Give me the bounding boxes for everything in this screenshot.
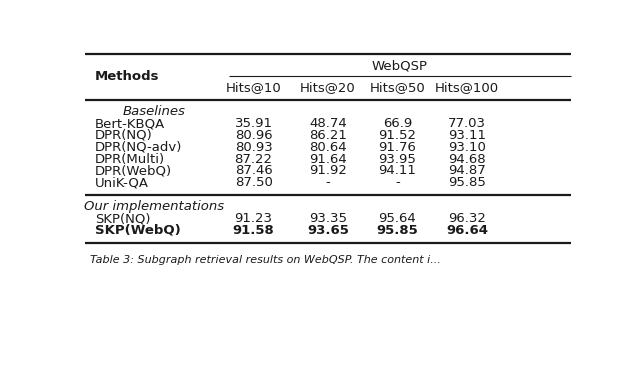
- Text: 80.93: 80.93: [235, 141, 273, 154]
- Text: 80.96: 80.96: [235, 129, 273, 142]
- Text: 48.74: 48.74: [309, 117, 347, 130]
- Text: 94.11: 94.11: [378, 164, 417, 177]
- Text: DPR(NQ): DPR(NQ): [95, 129, 152, 142]
- Text: 91.58: 91.58: [233, 224, 275, 237]
- Text: 93.11: 93.11: [448, 129, 486, 142]
- Text: 86.21: 86.21: [309, 129, 347, 142]
- Text: 77.03: 77.03: [448, 117, 486, 130]
- Text: 93.95: 93.95: [378, 153, 417, 166]
- Text: Hits@50: Hits@50: [369, 81, 426, 95]
- Text: 91.64: 91.64: [309, 153, 347, 166]
- Text: 91.52: 91.52: [378, 129, 417, 142]
- Text: 95.85: 95.85: [376, 224, 419, 237]
- Text: Baselines: Baselines: [123, 105, 186, 118]
- Text: 95.85: 95.85: [448, 176, 486, 189]
- Text: 80.64: 80.64: [309, 141, 347, 154]
- Text: 93.35: 93.35: [309, 212, 347, 225]
- Text: UniK-QA: UniK-QA: [95, 176, 149, 189]
- Text: WebQSP: WebQSP: [372, 60, 428, 73]
- Text: 66.9: 66.9: [383, 117, 412, 130]
- Text: SKP(NQ): SKP(NQ): [95, 212, 150, 225]
- Text: DPR(NQ-adv): DPR(NQ-adv): [95, 141, 182, 154]
- Text: 93.10: 93.10: [448, 141, 486, 154]
- Text: Hits@100: Hits@100: [435, 81, 499, 95]
- Text: 96.32: 96.32: [448, 212, 486, 225]
- Text: 35.91: 35.91: [235, 117, 273, 130]
- Text: Hits@20: Hits@20: [300, 81, 356, 95]
- Text: Our implementations: Our implementations: [84, 200, 225, 213]
- Text: 91.23: 91.23: [235, 212, 273, 225]
- Text: 91.76: 91.76: [378, 141, 417, 154]
- Text: 87.22: 87.22: [235, 153, 273, 166]
- Text: DPR(WebQ): DPR(WebQ): [95, 164, 172, 177]
- Text: 91.92: 91.92: [309, 164, 347, 177]
- Text: Bert-KBQA: Bert-KBQA: [95, 117, 165, 130]
- Text: -: -: [395, 176, 400, 189]
- Text: 87.46: 87.46: [235, 164, 273, 177]
- Text: DPR(Multi): DPR(Multi): [95, 153, 165, 166]
- Text: 96.64: 96.64: [446, 224, 488, 237]
- Text: SKP(WebQ): SKP(WebQ): [95, 224, 180, 237]
- Text: 94.68: 94.68: [448, 153, 486, 166]
- Text: Table 3: Subgraph retrieval results on WebQSP. The content i...: Table 3: Subgraph retrieval results on W…: [90, 255, 441, 265]
- Text: 95.64: 95.64: [379, 212, 416, 225]
- Text: Methods: Methods: [95, 70, 159, 83]
- Text: Hits@10: Hits@10: [226, 81, 282, 95]
- Text: -: -: [326, 176, 330, 189]
- Text: 93.65: 93.65: [307, 224, 349, 237]
- Text: 87.50: 87.50: [235, 176, 273, 189]
- Text: 94.87: 94.87: [448, 164, 486, 177]
